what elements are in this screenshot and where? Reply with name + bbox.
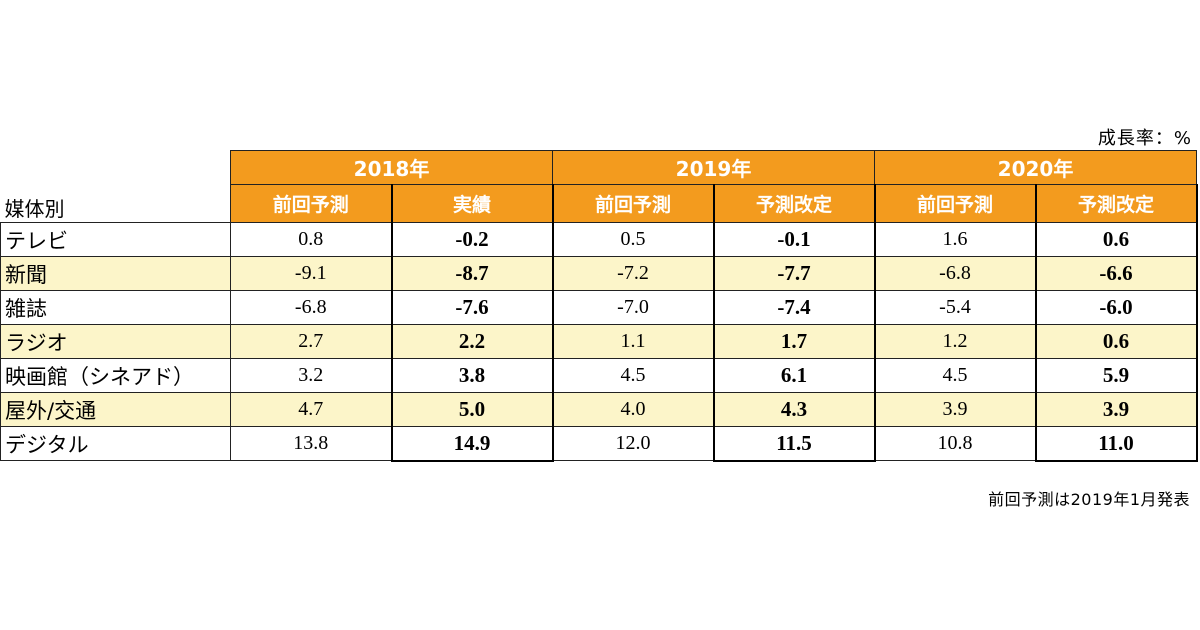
revised-value-cell: 2.2 <box>390 324 554 359</box>
subheader-2020-revised: 予測改定 <box>1034 184 1198 223</box>
previous-forecast-cell: 4.0 <box>552 392 714 427</box>
revised-value-cell: 3.9 <box>1034 392 1198 427</box>
subheader-2018-actual: 実績 <box>390 184 554 223</box>
previous-forecast-cell: 1.6 <box>874 222 1036 257</box>
previous-forecast-cell: 2.7 <box>230 324 392 359</box>
previous-forecast-cell: 1.1 <box>552 324 714 359</box>
media-name-cell: テレビ <box>0 222 231 257</box>
table-row: デジタル 13.8 14.9 12.0 11.5 10.8 11.0 <box>0 426 1198 462</box>
previous-forecast-cell: 3.9 <box>874 392 1036 427</box>
year-header-2019: 2019年 <box>552 150 875 185</box>
year-header-2020: 2020年 <box>874 150 1197 185</box>
media-name-cell: 映画館（シネアド） <box>0 358 231 393</box>
previous-forecast-cell: -9.1 <box>230 256 392 291</box>
previous-forecast-cell: 4.5 <box>552 358 714 393</box>
revised-value-cell: -6.6 <box>1034 256 1198 291</box>
previous-forecast-cell: -6.8 <box>230 290 392 325</box>
revised-value-cell: -7.4 <box>712 290 876 325</box>
revised-value-cell: 5.9 <box>1034 358 1198 393</box>
table-row: テレビ 0.8 -0.2 0.5 -0.1 1.6 0.6 <box>0 222 1198 257</box>
revised-value-cell: 0.6 <box>1034 222 1198 257</box>
revised-value-cell: -0.1 <box>712 222 876 257</box>
previous-forecast-cell: 1.2 <box>874 324 1036 359</box>
media-name-cell: 新聞 <box>0 256 231 291</box>
revised-value-cell: -8.7 <box>390 256 554 291</box>
media-column-header: 媒体別 <box>4 197 65 221</box>
revised-value-cell: -0.2 <box>390 222 554 257</box>
previous-forecast-cell: -7.0 <box>552 290 714 325</box>
previous-forecast-cell: 0.8 <box>230 222 392 257</box>
media-name-cell: ラジオ <box>0 324 231 359</box>
subheader-2020-previous: 前回予測 <box>874 184 1036 223</box>
previous-forecast-cell: 13.8 <box>230 426 392 461</box>
revised-value-cell: -6.0 <box>1034 290 1198 325</box>
media-name-cell: 雑誌 <box>0 290 231 325</box>
previous-forecast-cell: 10.8 <box>874 426 1036 461</box>
header-blank <box>1 151 231 185</box>
previous-forecast-cell: -5.4 <box>874 290 1036 325</box>
revised-value-cell: 6.1 <box>712 358 876 393</box>
table-row: ラジオ 2.7 2.2 1.1 1.7 1.2 0.6 <box>0 324 1198 359</box>
subheader-2019-revised: 予測改定 <box>712 184 876 223</box>
previous-forecast-cell: 4.5 <box>874 358 1036 393</box>
unit-note: 成長率：% <box>1097 128 1192 149</box>
revised-value-cell: 14.9 <box>390 426 554 462</box>
revised-value-cell: -7.6 <box>390 290 554 325</box>
media-name-cell: 屋外/交通 <box>0 392 231 427</box>
table-row: 映画館（シネアド） 3.2 3.8 4.5 6.1 4.5 5.9 <box>0 358 1198 393</box>
table-row: 新聞 -9.1 -8.7 -7.2 -7.7 -6.8 -6.6 <box>0 256 1198 291</box>
revised-value-cell: 11.0 <box>1034 426 1198 462</box>
subheader-2019-previous: 前回予測 <box>552 184 714 223</box>
table-body: テレビ 0.8 -0.2 0.5 -0.1 1.6 0.6 新聞 -9.1 -8.7 -7.2 -7.… <box>0 222 1198 462</box>
previous-forecast-cell: 4.7 <box>230 392 392 427</box>
year-header-2018: 2018年 <box>230 150 553 185</box>
revised-value-cell: 0.6 <box>1034 324 1198 359</box>
revised-value-cell: 3.8 <box>390 358 554 393</box>
media-name-cell: デジタル <box>0 426 231 461</box>
previous-forecast-cell: 3.2 <box>230 358 392 393</box>
table-row: 雑誌 -6.8 -7.6 -7.0 -7.4 -5.4 -6.0 <box>0 290 1198 325</box>
table-row: 屋外/交通 4.7 5.0 4.0 4.3 3.9 3.9 <box>0 392 1198 427</box>
growth-rate-table: 2018年 2019年 2020年 媒体別 前回予測 実績 前回予測 予測改定 … <box>0 150 1198 462</box>
previous-forecast-cell: -7.2 <box>552 256 714 291</box>
revised-value-cell: -7.7 <box>712 256 876 291</box>
previous-forecast-cell: -6.8 <box>874 256 1036 291</box>
revised-value-cell: 4.3 <box>712 392 876 427</box>
revised-value-cell: 5.0 <box>390 392 554 427</box>
source-note: 前回予測は2019年1月発表 <box>988 490 1190 509</box>
subheader-2018-previous: 前回予測 <box>230 184 392 223</box>
revised-value-cell: 1.7 <box>712 324 876 359</box>
previous-forecast-cell: 0.5 <box>552 222 714 257</box>
revised-value-cell: 11.5 <box>712 426 876 462</box>
previous-forecast-cell: 12.0 <box>552 426 714 461</box>
